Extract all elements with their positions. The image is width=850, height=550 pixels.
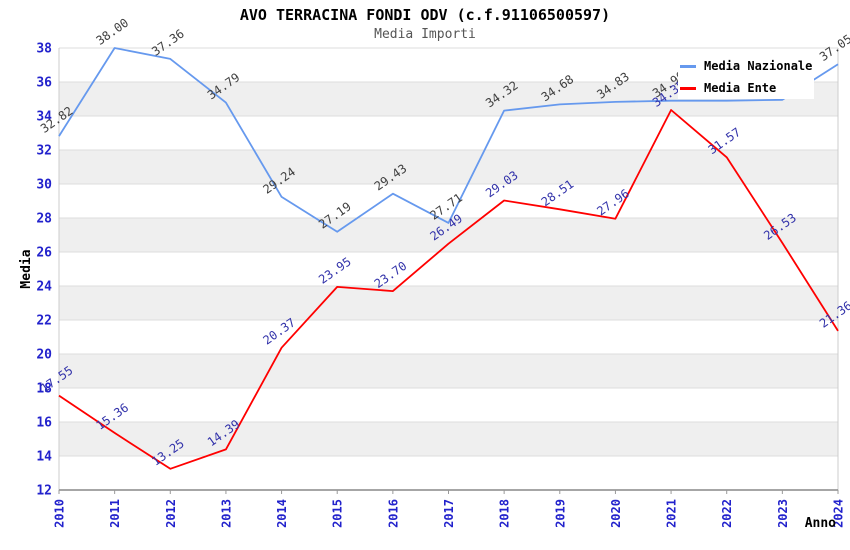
legend-label-media-ente: Media Ente [704,81,777,95]
y-tick-label: 32 [36,144,52,159]
x-tick-label-2022: 2022 [720,499,734,528]
x-tick-label-2024: 2024 [832,499,846,528]
series-line-media-ente [58,109,839,470]
legend-item-media-ente: Media Ente [678,78,814,98]
y-tick-label: 26 [36,246,52,261]
legend: Media Nazionale Media Ente [678,55,814,99]
x-tick-label-2014: 2014 [275,499,289,528]
x-tick-label-2020: 2020 [609,499,623,528]
x-tick-label-2018: 2018 [498,499,512,528]
value-label: 23.95 [316,254,354,286]
series-line-media-nazionale [58,47,839,233]
y-tick-label: 16 [36,416,52,431]
chart-subtitle: Media Importi [374,27,476,42]
x-tick-label-2016: 2016 [386,499,400,528]
plot-band [59,286,838,320]
y-tick-label: 36 [36,76,52,91]
plot-band [59,354,838,388]
value-label: 27.96 [594,186,632,218]
y-tick-label: 12 [36,484,52,499]
x-tick-label-2015: 2015 [331,499,345,528]
y-tick-label: 14 [36,450,52,465]
y-tick-label: 20 [36,348,52,363]
value-label: 37.05 [817,32,850,64]
plot-band [59,150,838,184]
y-tick-label: 34 [36,110,52,125]
x-tick-label-2011: 2011 [108,499,122,528]
y-axis-title: Media [19,249,34,288]
y-tick-label: 22 [36,314,52,329]
x-tick-label-2023: 2023 [776,499,790,528]
x-tick-label-2013: 2013 [219,499,233,528]
y-tick-label: 18 [36,382,52,397]
legend-label-media-nazionale: Media Nazionale [704,59,813,73]
x-tick-label-2021: 2021 [665,499,679,528]
y-tick-label: 38 [36,42,52,57]
x-axis-title: Anno [805,516,836,531]
legend-item-media-nazionale: Media Nazionale [678,56,814,76]
y-tick-label: 24 [36,280,52,295]
y-tick-label: 30 [36,178,52,193]
x-tick-label-2010: 2010 [53,499,67,528]
x-tick-label-2019: 2019 [553,499,567,528]
x-tick-label-2017: 2017 [442,499,456,528]
chart-title: AVO TERRACINA FONDI ODV (c.f.91106500597… [239,6,611,24]
plot-band [59,422,838,456]
value-label: 38.00 [94,16,132,48]
media-nazionale-line-swatch [680,64,696,68]
x-tick-label-2012: 2012 [164,499,178,528]
media-ente-line-swatch [680,86,696,90]
value-label: 37.36 [149,27,187,59]
y-tick-label: 28 [36,212,52,227]
